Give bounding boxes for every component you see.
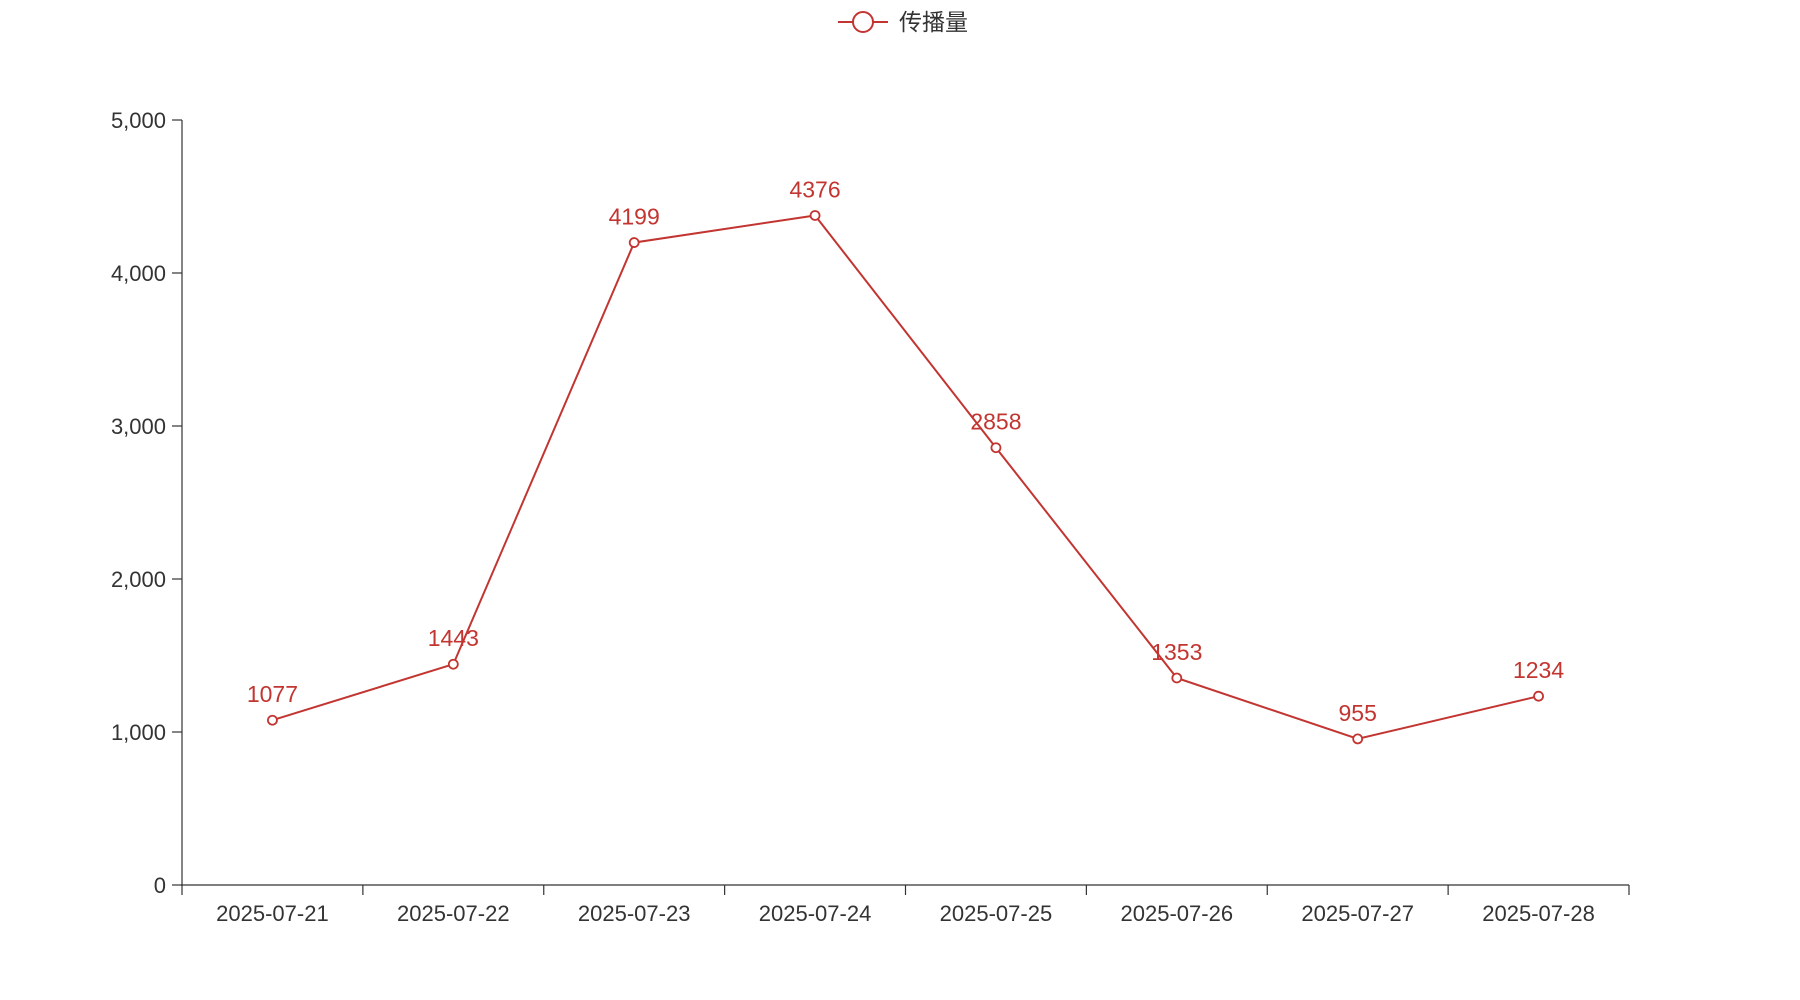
x-axis: 2025-07-21 2025-07-22 2025-07-23 2025-07-24… <box>181 884 1630 926</box>
data-point[interactable] <box>1352 733 1364 745</box>
y-tick-label: 3,000 <box>111 414 166 439</box>
data-label: 1443 <box>428 625 479 651</box>
data-label: 1234 <box>1513 657 1564 683</box>
data-point[interactable] <box>447 658 459 670</box>
data-point[interactable] <box>809 210 821 221</box>
x-tick-label: 2025-07-22 <box>397 901 510 926</box>
x-tick-label: 2025-07-27 <box>1301 901 1414 926</box>
x-tick-label: 2025-07-25 <box>940 901 1053 926</box>
data-label: 4199 <box>609 204 660 230</box>
x-tick-label: 2025-07-21 <box>216 901 329 926</box>
data-label: 1353 <box>1151 639 1202 665</box>
series-line <box>272 214 1539 740</box>
data-label: 955 <box>1339 700 1377 726</box>
data-label: 4376 <box>789 176 840 202</box>
legend-label: 传播量 <box>899 10 968 36</box>
data-point[interactable] <box>267 714 278 726</box>
x-tick-label: 2025-07-28 <box>1482 901 1595 926</box>
data-point[interactable] <box>990 442 1002 454</box>
y-tick-label: 2,000 <box>111 567 166 592</box>
series-group: 1077 1443 4199 4376 2858 1353 955 1234 <box>247 176 1564 745</box>
legend[interactable]: 传播量 <box>838 10 968 36</box>
y-axis: 0 1,000 2,000 3,000 4,000 5,000 <box>111 108 183 898</box>
x-tick-label: 2025-07-24 <box>759 901 872 926</box>
x-tick-label: 2025-07-26 <box>1121 901 1234 926</box>
data-point[interactable] <box>1533 690 1544 702</box>
legend-circle-icon <box>852 11 874 33</box>
y-tick-label: 5,000 <box>111 108 166 133</box>
data-point[interactable] <box>1171 672 1183 684</box>
y-tick-label: 4,000 <box>111 261 166 286</box>
y-tick-label: 1,000 <box>111 720 166 745</box>
data-label: 2858 <box>970 409 1021 435</box>
y-tick-label: 0 <box>154 873 166 898</box>
data-label: 1077 <box>247 681 298 707</box>
x-tick-label: 2025-07-23 <box>578 901 691 926</box>
data-point[interactable] <box>628 237 640 248</box>
